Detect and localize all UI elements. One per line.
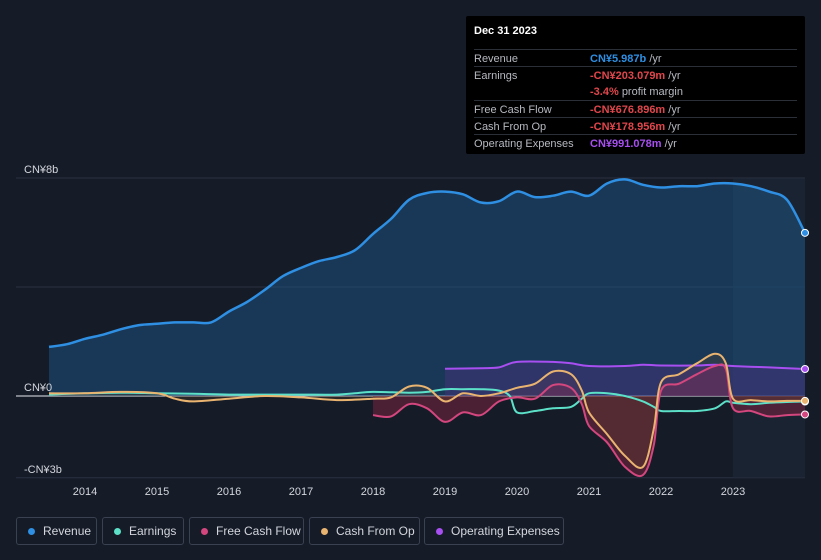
tooltip-row-opex: Operating Expenses CN¥991.078m /yr (474, 134, 797, 152)
legend-cash-from-op[interactable]: Cash From Op (309, 517, 420, 545)
tooltip-label: Operating Expenses (474, 138, 574, 150)
tooltip-label: Earnings (474, 70, 518, 82)
tooltip-value: -3.4% profit margin (590, 86, 683, 98)
x-tick-label: 2018 (361, 486, 385, 498)
tooltip-value: -CN¥203.079m /yr (590, 70, 681, 82)
legend-dot-icon (436, 528, 443, 535)
area-operating-expenses (445, 361, 805, 396)
area-revenue (49, 179, 805, 396)
tooltip-label: Free Cash Flow (474, 104, 552, 116)
tooltip-date: Dec 31 2023 (474, 25, 537, 37)
y-tick-label: CN¥8b (24, 164, 58, 176)
tooltip: Dec 31 2023 Revenue CN¥5.987b /yr Earnin… (466, 16, 805, 154)
tooltip-value: CN¥991.078m /yr (590, 138, 677, 150)
x-axis: 2014 2015 2016 2017 2018 2019 2020 2021 2022 2023 (73, 486, 745, 498)
highlight-region (733, 178, 805, 478)
forecast-highlight (733, 178, 805, 478)
tooltip-value: CN¥5.987b /yr (590, 53, 662, 65)
legend-operating-expenses[interactable]: Operating Expenses (424, 517, 564, 545)
tooltip-row-fcf: Free Cash Flow -CN¥676.896m /yr (474, 100, 797, 118)
area-free-cash-flow (373, 364, 805, 477)
legend-revenue[interactable]: Revenue (16, 517, 97, 545)
y-tick-label: CN¥0 (24, 382, 52, 394)
legend-label: Earnings (129, 524, 177, 538)
legend-label: Free Cash Flow (216, 524, 301, 538)
tooltip-label: Revenue (474, 53, 519, 65)
legend-dot-icon (114, 528, 121, 535)
line-cash-from-op (48, 352, 806, 469)
x-tick-label: 2023 (721, 486, 745, 498)
legend-earnings[interactable]: Earnings (102, 517, 184, 545)
endpoint-operating-expenses (801, 364, 809, 373)
line-revenue (48, 178, 807, 349)
x-tick-label: 2019 (433, 486, 457, 498)
tooltip-row-cfo: Cash From Op -CN¥178.956m /yr (474, 117, 797, 135)
x-tick-label: 2017 (289, 486, 313, 498)
x-tick-label: 2021 (577, 486, 601, 498)
tooltip-value: -CN¥178.956m /yr (590, 121, 681, 133)
x-tick-label: 2014 (73, 486, 97, 498)
legend-dot-icon (28, 528, 35, 535)
legend-label: Operating Expenses (451, 524, 560, 538)
tooltip-row-margin: -3.4% profit margin (474, 83, 797, 100)
endpoint-cash-from-op (801, 396, 809, 405)
endpoint-free-cash-flow (801, 410, 809, 419)
tooltip-value: -CN¥676.896m /yr (590, 104, 681, 116)
legend-free-cash-flow[interactable]: Free Cash Flow (189, 517, 304, 545)
legend-label: Cash From Op (336, 524, 415, 538)
legend-dot-icon (201, 528, 208, 535)
line-earnings (48, 387, 806, 415)
x-tick-label: 2016 (217, 486, 241, 498)
series-layer (48, 178, 809, 478)
x-tick-label: 2020 (505, 486, 529, 498)
tooltip-row-earnings: Earnings -CN¥203.079m /yr (474, 66, 797, 84)
y-tick-label: -CN¥3b (24, 464, 62, 476)
tooltip-row-revenue: Revenue CN¥5.987b /yr (474, 49, 797, 67)
x-tick-label: 2015 (145, 486, 169, 498)
legend-label: Revenue (43, 524, 92, 538)
line-free-cash-flow (372, 363, 806, 478)
x-tick-label: 2022 (649, 486, 673, 498)
legend-dot-icon (321, 528, 328, 535)
tooltip-label: Cash From Op (474, 121, 547, 133)
endpoint-revenue (801, 228, 809, 237)
y-axis: CN¥8b CN¥0 -CN¥3b (24, 164, 62, 476)
area-cash-from-op (49, 353, 805, 469)
